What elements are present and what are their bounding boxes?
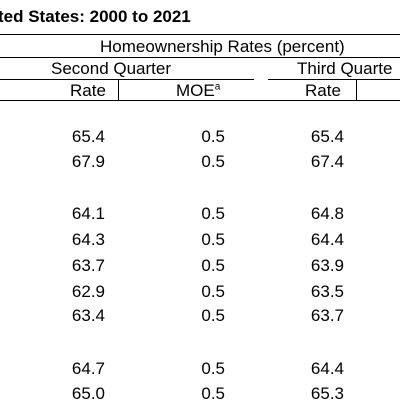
- q2-rate-cell: 64.3: [71, 230, 105, 249]
- group-header-homeownership-rates: Homeownership Rates (percent): [100, 37, 345, 56]
- column-divider-q3: [356, 79, 357, 101]
- q2-rate-cell: 64.7: [71, 359, 105, 378]
- q2-moe-cell: 0.5: [201, 282, 225, 301]
- q2-rate-cell: 65.4: [71, 127, 105, 146]
- q2-rate-cell: 65.0: [71, 384, 105, 400]
- header-q2-moe-label: MOE: [176, 81, 215, 100]
- q2-moe-cell: 0.5: [201, 384, 225, 400]
- q2-rate-cell: 63.4: [71, 306, 105, 325]
- moe-footnote-marker: a: [214, 81, 221, 93]
- column-header-underline: [0, 100, 400, 101]
- q2-moe-cell: 0.5: [201, 230, 225, 249]
- q2-moe-cell: 0.5: [201, 359, 225, 378]
- column-divider-q2: [118, 79, 119, 101]
- q2-moe-cell: 0.5: [201, 256, 225, 275]
- quarter-header-underline-left: [0, 79, 254, 80]
- q3-rate-cell: 64.8: [310, 204, 344, 223]
- title-underline: [0, 34, 400, 35]
- q2-moe-cell: 0.5: [201, 127, 225, 146]
- table-title: ted States: 2000 to 2021: [0, 7, 191, 26]
- q3-rate-cell: 64.4: [310, 359, 344, 378]
- q2-rate-cell: 62.9: [71, 282, 105, 301]
- group-header-underline: [0, 57, 400, 58]
- q2-rate-cell: 67.9: [71, 152, 105, 171]
- q2-moe-cell: 0.5: [201, 204, 225, 223]
- header-q3-rate: Rate: [305, 81, 341, 100]
- header-second-quarter: Second Quarter: [51, 59, 172, 78]
- q2-rate-cell: 64.1: [71, 204, 105, 223]
- header-third-quarter: Third Quarte: [297, 59, 393, 78]
- q3-rate-cell: 63.9: [310, 256, 344, 275]
- header-q2-rate: Rate: [70, 81, 106, 100]
- q3-rate-cell: 64.4: [310, 230, 344, 249]
- q3-rate-cell: 63.5: [310, 282, 344, 301]
- q3-rate-cell: 67.4: [310, 152, 344, 171]
- quarter-header-underline-right: [268, 79, 400, 80]
- q2-moe-cell: 0.5: [201, 152, 225, 171]
- header-q2-moe: MOEa: [176, 81, 220, 101]
- q3-rate-cell: 65.3: [310, 384, 344, 400]
- q3-rate-cell: 65.4: [310, 127, 344, 146]
- q3-rate-cell: 63.7: [310, 306, 344, 325]
- q2-moe-cell: 0.5: [201, 306, 225, 325]
- q2-rate-cell: 63.7: [71, 256, 105, 275]
